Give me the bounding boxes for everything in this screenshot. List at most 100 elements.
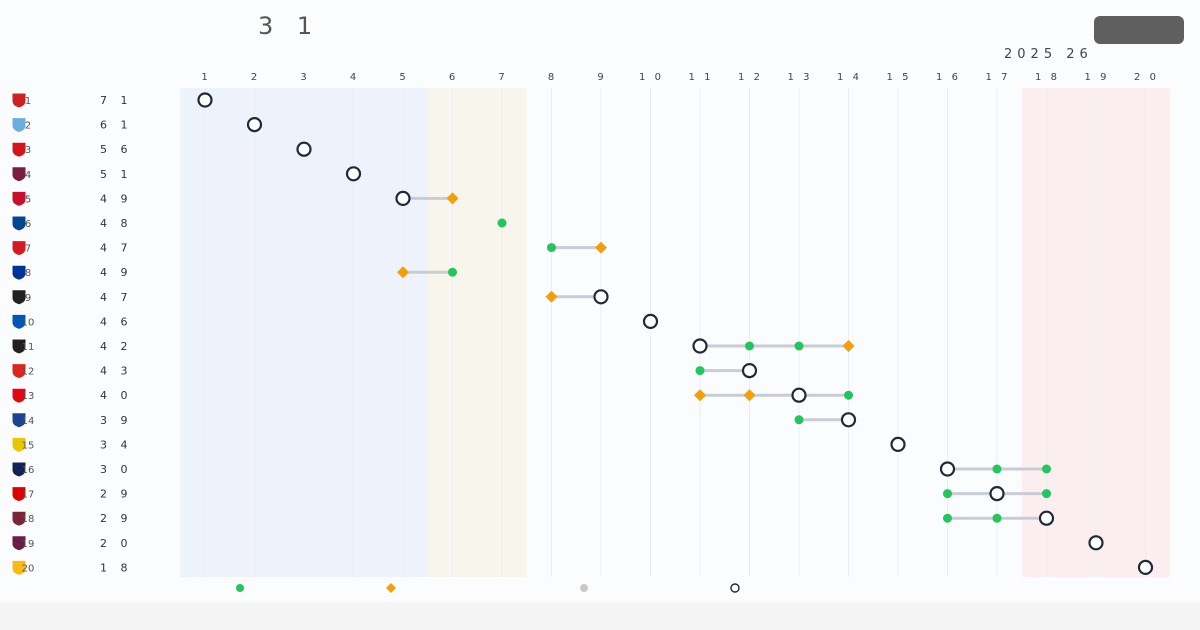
team-crest-icon	[11, 535, 27, 552]
down-marker	[545, 290, 558, 303]
position-label: 7	[25, 244, 31, 255]
down-marker	[397, 266, 409, 279]
points-label: 3 0	[100, 463, 133, 476]
legend-down-marker	[386, 583, 396, 593]
team-crest-icon	[11, 387, 27, 404]
team-crest-icon	[11, 166, 27, 183]
up-marker	[794, 415, 804, 425]
current-position-marker	[593, 289, 609, 305]
current-position-marker	[296, 141, 312, 157]
position-label: 14	[22, 416, 35, 427]
position-label: 3	[25, 145, 31, 156]
position-label: 15	[22, 440, 35, 451]
current-position-marker	[890, 436, 906, 452]
x-tick-label: 1 6	[936, 72, 961, 83]
position-label: 1	[25, 96, 31, 107]
team-crest-icon	[11, 313, 27, 330]
current-position-marker	[791, 387, 807, 403]
points-label: 3 4	[100, 438, 133, 451]
current-position-marker	[197, 92, 213, 108]
position-label: 9	[25, 293, 31, 304]
team-crest-icon	[11, 141, 27, 158]
team-crest-icon	[11, 92, 27, 109]
points-label: 4 0	[100, 389, 133, 402]
position-label: 4	[25, 170, 31, 181]
current-position-marker	[246, 116, 263, 133]
x-tick-label: 8	[548, 72, 557, 83]
down-marker	[694, 389, 706, 402]
legend-up-marker	[236, 584, 244, 592]
position-label: 2	[25, 121, 31, 132]
up-marker	[547, 243, 556, 253]
team-crest-icon	[11, 264, 27, 281]
points-label: 4 9	[100, 266, 133, 279]
x-tick-label: 1 5	[887, 72, 912, 83]
up-marker	[497, 218, 507, 228]
team-crest-icon	[11, 215, 27, 232]
up-marker	[448, 267, 457, 277]
x-tick-label: 2 0	[1134, 72, 1159, 83]
current-position-marker	[1137, 559, 1154, 576]
x-tick-label: 2	[251, 72, 260, 83]
points-label: 4 7	[100, 291, 133, 304]
x-tick-label: 1 3	[788, 72, 813, 83]
current-position-marker	[395, 190, 411, 206]
team-crest-icon	[11, 436, 27, 453]
x-tick-label: 1 1	[689, 72, 714, 83]
down-marker	[842, 340, 855, 352]
current-position-marker	[989, 486, 1005, 502]
current-position-marker	[692, 338, 708, 354]
points-label: 5 1	[100, 168, 133, 181]
up-marker	[943, 489, 952, 499]
chart-title: 3 1	[258, 12, 321, 40]
points-label: 4 8	[100, 217, 133, 230]
points-label: 4 6	[100, 315, 133, 328]
team-crest-icon	[11, 289, 27, 306]
team-crest-icon	[11, 240, 27, 257]
position-label: 19	[22, 539, 35, 550]
current-position-marker	[642, 313, 659, 329]
zone-band-1	[427, 88, 527, 577]
team-crest-icon	[11, 486, 27, 503]
up-marker	[794, 341, 804, 351]
position-label: 17	[22, 490, 35, 501]
team-crest-icon	[11, 190, 27, 207]
team-crest-icon	[11, 559, 27, 576]
x-tick-label: 6	[449, 72, 458, 83]
position-label: 18	[22, 514, 35, 525]
position-label: 5	[25, 194, 31, 205]
x-tick-label: 1 2	[738, 72, 763, 83]
up-marker	[992, 513, 1002, 523]
points-label: 7 1	[100, 94, 133, 107]
points-label: 4 7	[100, 242, 133, 255]
x-tick-label: 1 9	[1085, 72, 1110, 83]
x-tick-label: 1 4	[837, 72, 862, 83]
current-position-marker	[939, 461, 956, 477]
current-position-marker	[1088, 535, 1104, 551]
down-marker	[446, 192, 459, 205]
points-label: 4 2	[100, 340, 133, 353]
x-tick-label: 1 7	[986, 72, 1011, 83]
current-position-marker	[741, 363, 758, 379]
points-label: 3 9	[100, 414, 133, 427]
position-label: 11	[22, 342, 35, 353]
points-label: 2 9	[100, 512, 133, 525]
position-label: 6	[25, 219, 31, 230]
team-crest-icon	[11, 117, 27, 134]
points-label: 1 8	[100, 561, 133, 574]
points-label: 2 9	[100, 488, 133, 501]
up-marker	[844, 390, 853, 400]
current-position-marker	[1038, 510, 1055, 526]
team-crest-icon	[11, 461, 27, 478]
points-label: 5 6	[100, 143, 133, 156]
up-marker	[992, 464, 1002, 474]
team-crest-icon	[11, 510, 27, 527]
down-marker	[743, 389, 756, 402]
points-label: 2 0	[100, 537, 133, 550]
menu-button[interactable]	[1094, 16, 1184, 44]
x-tick-label: 5	[399, 72, 408, 83]
position-label: 12	[22, 367, 35, 378]
team-crest-icon	[11, 363, 27, 380]
up-marker	[745, 341, 754, 351]
